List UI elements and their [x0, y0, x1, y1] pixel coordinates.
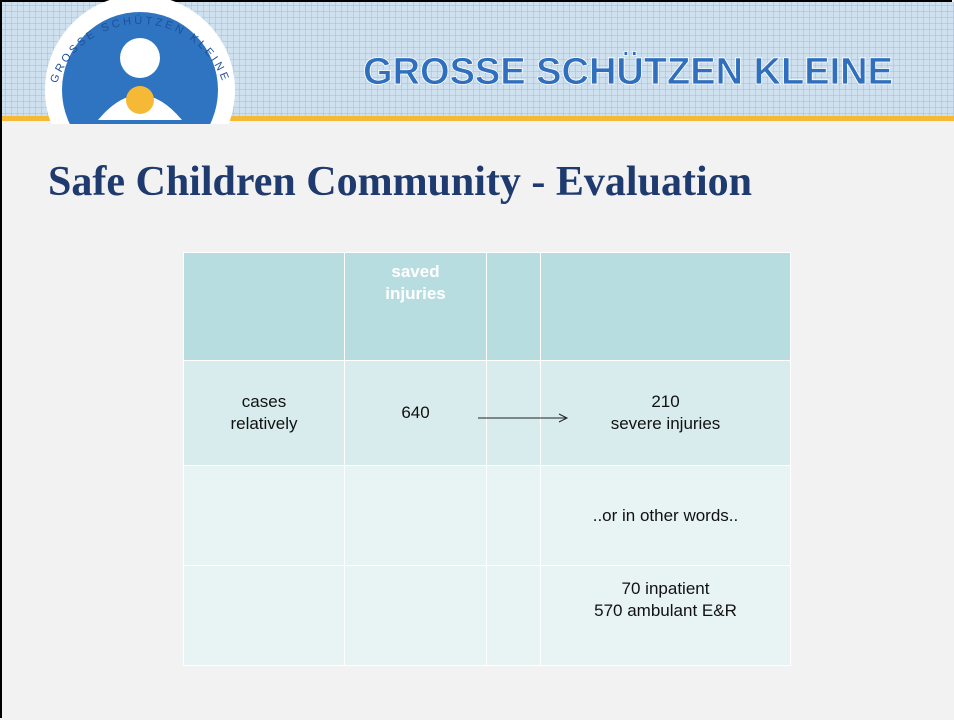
table-cell: ..or in other words.. — [540, 465, 791, 566]
table-cell — [344, 565, 487, 666]
header-band: GROSSE SCHÜTZEN KLEINE GROSSE SCHÜTZEN K… — [2, 0, 954, 124]
table-cell: 70 inpatient 570 ambulant E&R — [540, 565, 791, 666]
table-cell: 210 severe injuries — [540, 360, 791, 466]
header-title: GROSSE SCHÜTZEN KLEINE — [363, 50, 893, 93]
table: saved injuries cases relatively 640 210 sev… — [183, 252, 791, 666]
table-cell — [183, 252, 345, 361]
table-cell — [183, 565, 345, 666]
table-cell — [486, 565, 541, 666]
table-row: cases relatively 640 210 severe injuries — [183, 360, 791, 466]
table-cell — [344, 465, 487, 566]
table-row: ..or in other words.. — [183, 465, 791, 566]
table-cell — [486, 252, 541, 361]
table-cell: cases relatively — [183, 360, 345, 466]
table-cell: saved injuries — [344, 252, 487, 361]
table-cell — [486, 360, 541, 466]
table-cell — [540, 252, 791, 361]
logo-head — [120, 38, 160, 78]
table-row: saved injuries — [183, 252, 791, 361]
slide-title: Safe Children Community - Evaluation — [48, 159, 752, 205]
table-cell — [183, 465, 345, 566]
table-cell: 640 — [344, 360, 487, 466]
orange-rule — [2, 116, 954, 121]
logo-child — [126, 86, 154, 114]
table-row: 70 inpatient 570 ambulant E&R — [183, 565, 791, 666]
table-cell — [486, 465, 541, 566]
